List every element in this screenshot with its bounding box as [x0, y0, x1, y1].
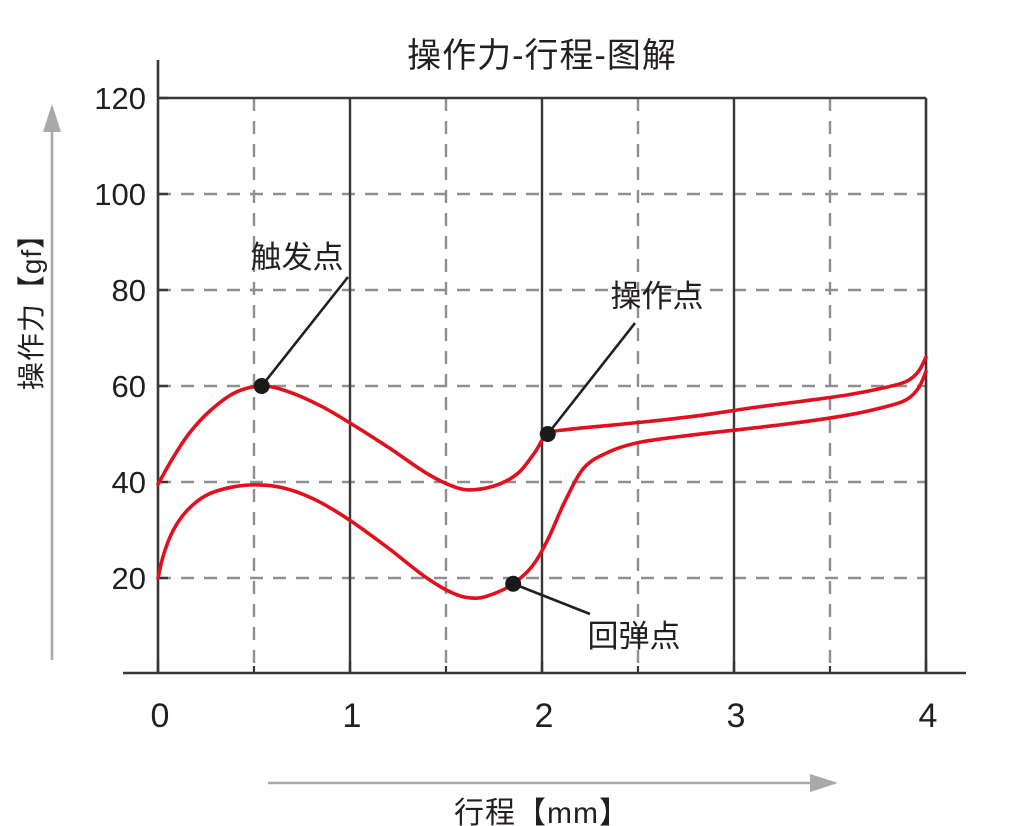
annotation-label: 回弹点 — [588, 619, 681, 654]
y-tick-label: 40 — [112, 465, 146, 500]
chart-title: 操作力-行程-图解 — [407, 37, 677, 75]
annotation-dot — [505, 575, 522, 592]
y-tick-label: 20 — [112, 561, 146, 596]
x-axis-arrow-icon — [810, 774, 838, 792]
y-axis-arrow-icon — [43, 104, 61, 132]
y-tick-label: 100 — [94, 177, 146, 212]
annotation-leader-line — [512, 582, 591, 616]
y-tick-label: 120 — [94, 81, 146, 116]
x-tick-label: 1 — [343, 697, 362, 735]
press-stroke-curve — [156, 355, 928, 492]
y-tick-label: 80 — [112, 273, 146, 308]
annotation-label: 操作点 — [611, 279, 704, 314]
y-tick-label: 60 — [112, 369, 146, 404]
x-tick-label: 4 — [919, 697, 938, 735]
annotation-leader-line — [546, 322, 637, 435]
annotation-leader-line — [260, 276, 350, 387]
annotation-label: 触发点 — [251, 240, 344, 275]
annotation-dot — [253, 378, 270, 394]
x-tick-label: 3 — [727, 697, 746, 735]
y-axis-label: 操作力【gf】 — [16, 219, 47, 391]
annotation-dot — [539, 426, 556, 442]
x-tick-label: 0 — [151, 697, 170, 735]
release-stroke-curve — [156, 369, 928, 601]
x-axis-label: 行程【mm】 — [454, 797, 630, 826]
x-tick-label: 2 — [535, 697, 554, 735]
